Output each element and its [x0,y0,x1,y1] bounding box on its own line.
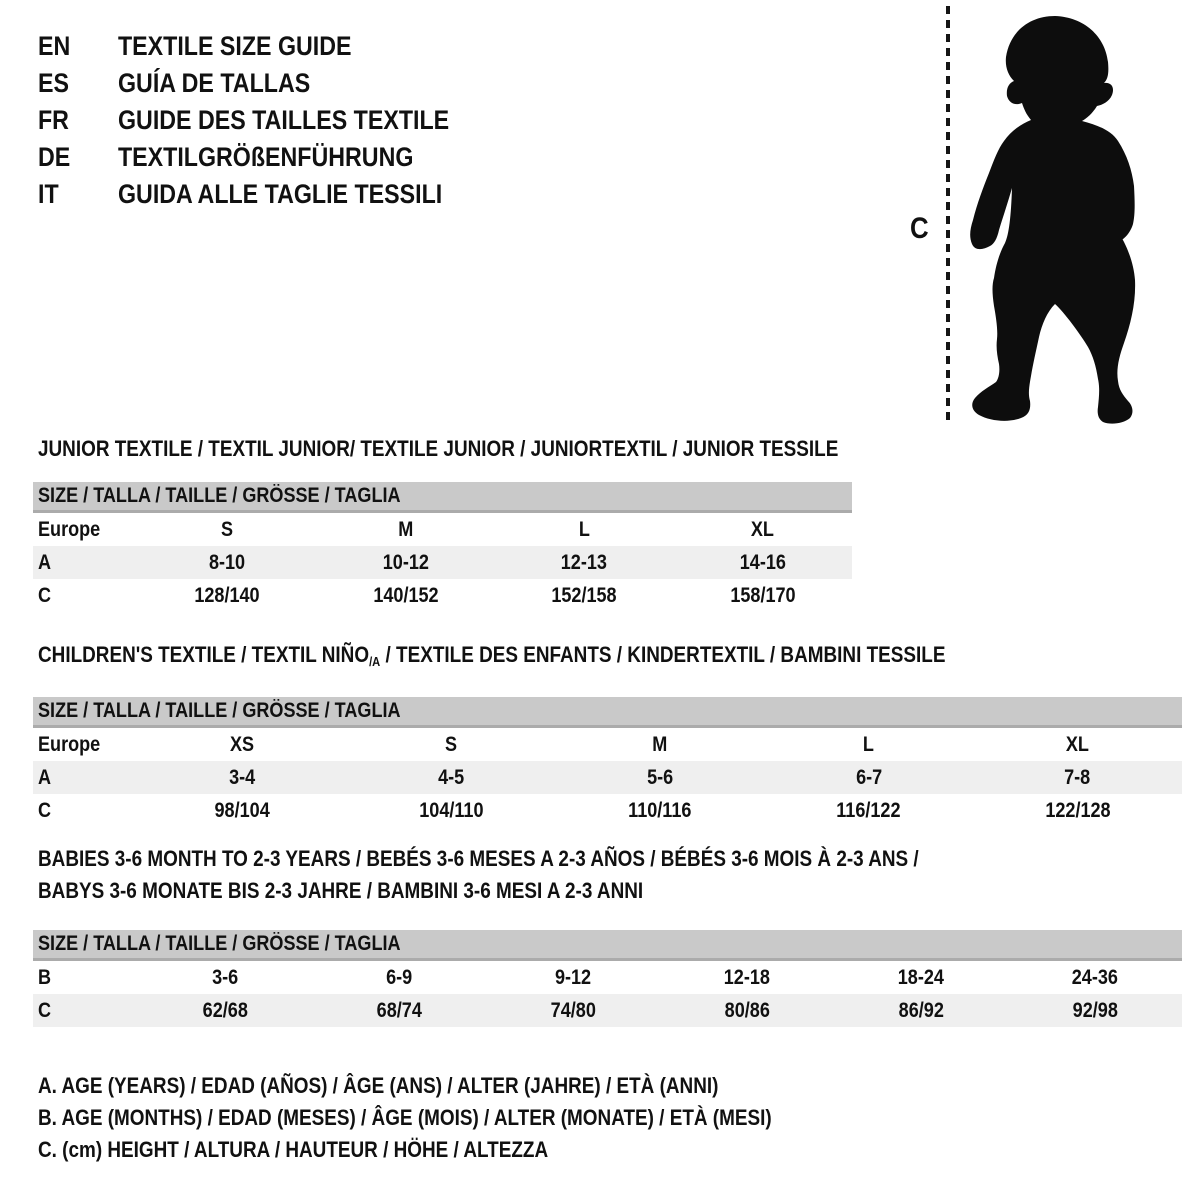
size-cell: M [398,518,414,541]
table-row-europe: Europe S M L XL [33,513,852,546]
age-cell: 4-5 [438,766,465,789]
age-cell: 8-10 [209,551,246,574]
age-cell: 3-4 [229,766,256,789]
junior-section-heading-text: JUNIOR TEXTILE / TEXTIL JUNIOR/ TEXTILE … [38,436,839,461]
table-row-europe: Europe XS S M L XL [33,728,1182,761]
children-section-heading: CHILDREN'S TEXTILE / TEXTIL NIÑO/A / TEX… [38,642,1093,675]
babies-size-table: SIZE / TALLA / TAILLE / GRÖSSE / TAGLIA … [33,930,1182,1027]
row-label: C [38,799,52,822]
age-cell: 12-13 [561,551,608,574]
height-cell: 104/110 [419,799,484,822]
age-cell: 5-6 [646,766,674,789]
table-row-height: C 128/140 140/152 152/158 158/170 [33,579,852,612]
table-row-age-months: B 3-6 6-9 9-12 12-18 18-24 24-36 [33,961,1182,994]
age-cell: 12-18 [723,966,771,989]
size-cell: XL [1066,733,1090,756]
height-cell: 110/116 [628,799,692,822]
height-cell: 98/104 [214,799,271,822]
size-cell: S [445,733,458,756]
size-cell: S [221,518,234,541]
children-size-table: SIZE / TALLA / TAILLE / GRÖSSE / TAGLIA … [33,697,1182,827]
legend-line-b: B. AGE (MONTHS) / EDAD (MESES) / ÂGE (MO… [38,1105,772,1130]
row-label: C [38,999,52,1022]
table-row-age: A 3-4 4-5 5-6 6-7 7-8 [33,761,1182,794]
age-cell: 9-12 [554,966,592,989]
age-cell: 7-8 [1064,766,1091,789]
row-label: Europe [38,518,101,541]
language-title: GUIDA ALLE TAGLIE TESSILI [118,179,443,209]
legend-line-c: C. (cm) HEIGHT / ALTURA / HAUTEUR / HÖHE… [38,1137,549,1162]
size-cell: XL [751,518,775,541]
size-header-text: SIZE / TALLA / TAILLE / GRÖSSE / TAGLIA [38,699,401,722]
language-title: GUIDE DES TAILLES TEXTILE [118,105,450,135]
height-cell: 74/80 [550,999,596,1022]
measurement-legend: A. AGE (YEARS) / EDAD (AÑOS) / ÂGE (ANS)… [38,1070,891,1166]
row-label: A [38,766,52,789]
age-cell: 6-7 [855,766,882,789]
height-cell: 68/74 [376,999,422,1022]
language-code: FR [38,105,69,135]
language-code: IT [38,179,59,209]
size-cell: XS [230,733,255,756]
age-cell: 3-6 [211,966,239,989]
children-section-heading-text: CHILDREN'S TEXTILE / TEXTIL NIÑO/A / TEX… [38,642,946,669]
legend-line-a: A. AGE (YEARS) / EDAD (AÑOS) / ÂGE (ANS)… [38,1073,719,1098]
row-label: A [38,551,52,574]
size-header-bar: SIZE / TALLA / TAILLE / GRÖSSE / TAGLIA [33,482,852,513]
size-header-text: SIZE / TALLA / TAILLE / GRÖSSE / TAGLIA [38,932,401,955]
language-code: ES [38,68,69,98]
size-cell: L [863,733,875,756]
table-row-height: C 62/68 68/74 74/80 80/86 86/92 92/98 [33,994,1182,1027]
language-title: TEXTILGRÖßENFÜHRUNG [118,142,414,172]
age-cell: 18-24 [897,966,945,989]
height-cell: 92/98 [1072,999,1118,1022]
height-cell: 140/152 [373,584,439,607]
babies-heading-line1: BABIES 3-6 MONTH TO 2-3 YEARS / BEBÉS 3-… [38,846,919,871]
height-cell: 62/68 [202,999,248,1022]
age-cell: 10-12 [382,551,429,574]
height-cell: 80/86 [724,999,770,1022]
size-header-text: SIZE / TALLA / TAILLE / GRÖSSE / TAGLIA [38,484,401,507]
toddler-silhouette-icon [970,16,1136,424]
junior-size-table: SIZE / TALLA / TAILLE / GRÖSSE / TAGLIA … [33,482,852,612]
height-cell: 122/128 [1044,799,1111,822]
size-header-bar: SIZE / TALLA / TAILLE / GRÖSSE / TAGLIA [33,697,1182,728]
babies-section-heading: BABIES 3-6 MONTH TO 2-3 YEARS / BEBÉS 3-… [38,846,1062,904]
age-cell: 6-9 [385,966,413,989]
language-title: GUÍA DE TALLAS [118,68,311,98]
size-header-bar: SIZE / TALLA / TAILLE / GRÖSSE / TAGLIA [33,930,1182,961]
language-title: TEXTILE SIZE GUIDE [118,31,352,61]
height-measure-dashed-line [946,6,950,420]
table-row-age: A 8-10 10-12 12-13 14-16 [33,546,852,579]
size-cell: M [652,733,668,756]
height-measure-label: C [910,212,929,245]
babies-heading-line2: BABYS 3-6 MONATE BIS 2-3 JAHRE / BAMBINI… [38,878,644,903]
row-label: Europe [38,733,101,756]
height-cell: 116/122 [836,799,901,822]
heading-subscript: /A [369,654,381,669]
table-row-height: C 98/104 104/110 110/116 116/122 122/128 [33,794,1182,827]
size-cell: L [578,518,590,541]
junior-section-heading: JUNIOR TEXTILE / TEXTIL JUNIOR/ TEXTILE … [38,436,969,462]
language-code: DE [38,142,71,172]
row-label: C [38,584,52,607]
row-label: B [38,966,52,989]
age-cell: 24-36 [1071,966,1119,989]
height-cell: 86/92 [898,999,944,1022]
height-cell: 152/158 [551,584,617,607]
age-cell: 14-16 [739,551,786,574]
height-cell: 128/140 [194,584,260,607]
height-cell: 158/170 [730,584,796,607]
language-code: EN [38,31,71,61]
